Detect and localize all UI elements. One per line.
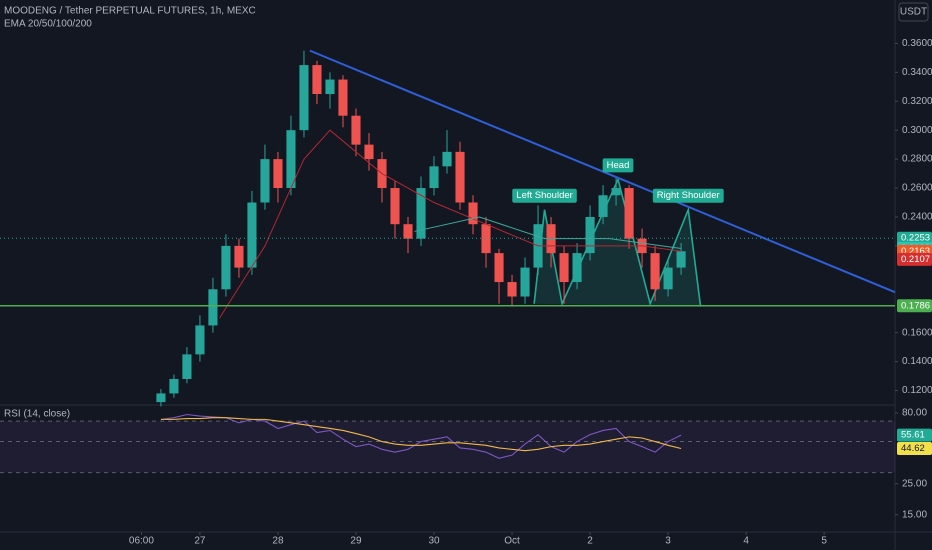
y-tick-label: 0.3400: [902, 67, 932, 78]
x-tick-label: 27: [194, 536, 206, 547]
rsi-tag: [897, 441, 932, 455]
x-tick-label: 29: [350, 536, 362, 547]
candle-body: [624, 188, 634, 239]
x-tick-label: 30: [428, 536, 440, 547]
candle-body: [364, 144, 374, 160]
candle-body: [299, 65, 309, 131]
candle-body: [403, 224, 413, 239]
y-tick-label: 0.2400: [902, 212, 932, 223]
rsi-line: [160, 417, 682, 452]
price-tag: [897, 299, 932, 313]
candle-body: [481, 224, 491, 254]
candle-body: [351, 115, 361, 145]
candle-body: [234, 245, 244, 268]
candle-body: [663, 267, 673, 290]
candle-body: [520, 267, 530, 297]
rsi-label: RSI (14, close): [4, 409, 70, 420]
chart-title: MOODENG / Tether PERPETUAL FUTURES, 1h, …: [4, 6, 256, 17]
candle-body: [429, 166, 439, 189]
currency-label[interactable]: USDT: [900, 7, 927, 18]
rsi-tag: [897, 428, 932, 442]
rsi-line: [160, 413, 682, 459]
pattern-label-box: [602, 158, 634, 173]
price-tag-label: 0.2107: [901, 254, 930, 265]
pattern-label-box: [512, 188, 577, 203]
y-tick-label: 0.1600: [902, 327, 932, 338]
candle-body: [585, 216, 595, 254]
indicator-label: EMA 20/50/100/200: [4, 19, 92, 30]
candle-body: [507, 282, 517, 297]
candle-body: [416, 188, 426, 239]
candle-body: [273, 159, 283, 189]
y-tick-label: 0.2600: [902, 183, 932, 194]
candle-body: [182, 354, 192, 379]
y-tick-label: 0.3600: [902, 38, 932, 49]
candle-body: [442, 151, 452, 167]
y-tick-label: 0.3200: [902, 96, 932, 107]
pattern-label: Head: [607, 160, 630, 171]
candle-body: [208, 289, 218, 326]
rsi-tag-label: 55.61: [901, 430, 925, 441]
ema-line: [219, 129, 682, 319]
candle-body: [338, 79, 348, 116]
rsi-band: [0, 421, 895, 473]
candle-body: [221, 245, 231, 290]
price-tag: [897, 252, 932, 266]
candle-body: [650, 253, 660, 290]
y-tick-label: 0.1400: [902, 356, 932, 367]
rsi-y-tick-label: 25.00: [902, 478, 927, 489]
candle-body: [455, 151, 465, 203]
candle-body: [468, 202, 478, 225]
x-tick-label: 06:00: [129, 536, 154, 547]
x-tick-label: 5: [821, 536, 827, 547]
currency-button[interactable]: [898, 2, 929, 22]
price-tag-label: 0.2253: [901, 233, 930, 244]
rsi-tag-label: 44.62: [901, 443, 925, 454]
candle-body: [312, 65, 322, 95]
pattern-line: [533, 176, 702, 307]
candle-body: [325, 79, 335, 95]
x-tick-label: 2: [587, 536, 593, 547]
y-tick-label: 0.1200: [902, 385, 932, 396]
candle-body: [598, 195, 608, 217]
candle-body: [156, 393, 166, 403]
price-tag-label: 0.1786: [901, 300, 930, 311]
candle-body: [195, 325, 205, 355]
candle-body: [390, 188, 400, 225]
pattern-label: Right Shoulder: [657, 190, 720, 201]
candle-body: [494, 253, 504, 283]
y-tick-label: 0.2800: [902, 154, 932, 165]
rsi-y-tick-label: 80.00: [902, 408, 927, 419]
price-tag-label: 0.2163: [901, 246, 930, 257]
pattern-label-box: [652, 188, 724, 203]
pattern-label: Left Shoulder: [516, 190, 573, 201]
price-tag: [897, 231, 932, 245]
x-tick-label: Oct: [504, 536, 520, 547]
candle-body: [286, 130, 296, 189]
y-tick-label: 0.3000: [902, 125, 932, 136]
candle-body: [611, 188, 621, 196]
x-tick-label: 28: [272, 536, 284, 547]
candle-body: [169, 378, 179, 394]
x-tick-label: 4: [743, 536, 749, 547]
candle-body: [572, 253, 582, 283]
candle-body: [559, 253, 569, 283]
candle-body: [247, 202, 257, 268]
rsi-y-tick-label: 15.00: [902, 509, 927, 520]
trendline: [309, 49, 896, 294]
candle-body: [260, 159, 270, 203]
x-tick-label: 3: [665, 536, 671, 547]
candle-body: [676, 251, 686, 268]
